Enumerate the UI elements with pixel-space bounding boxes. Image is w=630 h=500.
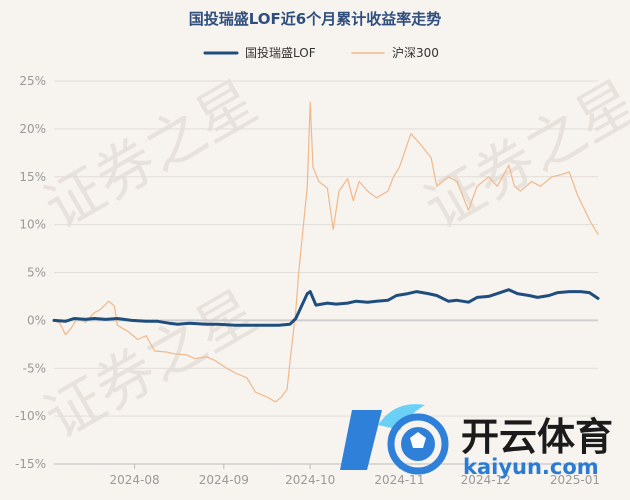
legend-label: 国投瑞盛LOF xyxy=(245,45,316,60)
logo-icon xyxy=(340,404,449,475)
y-tick-label: 5% xyxy=(27,266,46,280)
y-axis: -15% -10% -5% 0% 5% 10% 15% 20% 25% xyxy=(15,74,46,471)
watermark-text: 证券之星 xyxy=(33,277,268,452)
chart-title: 国投瑞盛LOF近6个月累计收益率走势 xyxy=(189,10,441,28)
watermark-text: 证券之星 xyxy=(33,67,268,242)
legend-label: 沪深300 xyxy=(392,46,439,60)
y-tick-label: -15% xyxy=(15,457,46,471)
x-tick-label: 2024-10 xyxy=(285,473,335,487)
x-tick-label: 2024-08 xyxy=(110,473,160,487)
series-line-csi300 xyxy=(53,101,599,403)
brand-logo: 开云体育 kaiyun.com xyxy=(340,404,613,479)
y-tick-label: 20% xyxy=(19,122,46,136)
y-tick-label: 0% xyxy=(27,313,46,327)
y-tick-label: -5% xyxy=(23,361,46,375)
x-tick-label: 2024-12 xyxy=(461,473,511,487)
y-tick-label: 10% xyxy=(19,218,46,232)
watermark-text: 证券之星 xyxy=(413,67,630,242)
x-tick-label: 2024-11 xyxy=(374,473,424,487)
series-line-fund xyxy=(52,288,600,327)
legend: 国投瑞盛LOF 沪深300 xyxy=(203,45,439,60)
brand-name-cn: 开云体育 xyxy=(461,415,613,459)
series-group xyxy=(52,101,600,403)
y-tick-label: -10% xyxy=(15,409,46,423)
y-tick-label: 15% xyxy=(19,170,46,184)
x-tick-label: 2024-09 xyxy=(199,473,249,487)
x-tick-label: 2025-01 xyxy=(550,473,600,487)
x-axis: 2024-08 2024-09 2024-10 2024-11 2024-12 2025-… xyxy=(54,463,600,487)
brand-name-en: kaiyun.com xyxy=(463,455,599,479)
y-tick-label: 25% xyxy=(19,74,46,88)
